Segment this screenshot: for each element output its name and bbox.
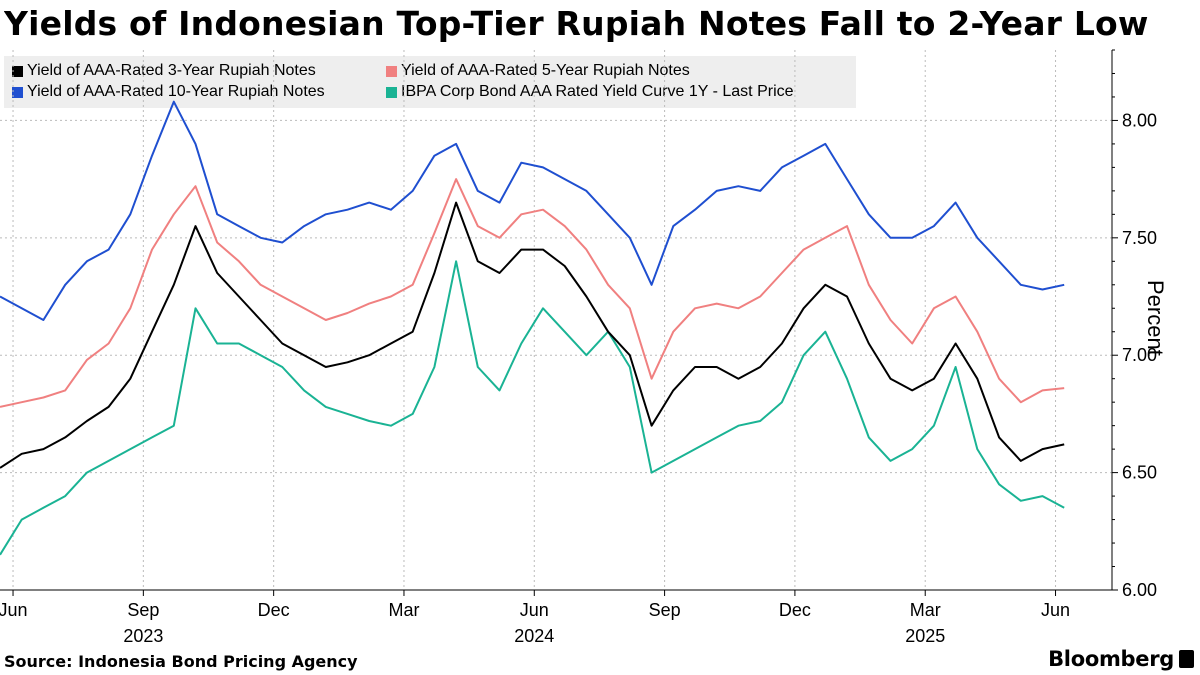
legend-item-ibpa: IBPA Corp Bond AAA Rated Yield Curve 1Y … — [386, 83, 794, 101]
chart-title: Yields of Indonesian Top-Tier Rupiah Not… — [4, 4, 1149, 43]
legend-label-5y: Yield of AAA-Rated 5-Year Rupiah Notes — [401, 62, 690, 79]
legend-swatch-5y — [386, 65, 397, 77]
legend-swatch-3y — [12, 65, 23, 77]
y-tick-label: 8.00 — [1122, 110, 1157, 130]
x-tick-label: Jun — [1041, 600, 1070, 620]
series-line-1 — [0, 178, 1065, 408]
legend-label-10y: Yield of AAA-Rated 10-Year Rupiah Notes — [27, 83, 325, 100]
series-line-2 — [0, 100, 1065, 321]
x-year-label: 2023 — [123, 626, 163, 646]
y-tick-label: 6.50 — [1122, 463, 1157, 483]
y-axis-label: Percent — [1143, 280, 1168, 356]
y-tick-label: 6.00 — [1122, 580, 1157, 600]
legend-label-3y: Yield of AAA-Rated 3-Year Rupiah Notes — [27, 62, 316, 79]
legend: Yield of AAA-Rated 3-Year Rupiah Notes Y… — [4, 56, 856, 108]
series-line-0 — [0, 201, 1065, 469]
legend-swatch-10y — [12, 86, 23, 98]
x-tick-label: Dec — [779, 600, 811, 620]
x-tick-label: Jun — [0, 600, 28, 620]
x-tick-label: Jun — [520, 600, 549, 620]
x-year-label: 2024 — [514, 626, 554, 646]
x-tick-label: Sep — [127, 600, 159, 620]
legend-item-10y: Yield of AAA-Rated 10-Year Rupiah Notes — [12, 83, 325, 101]
source-note: Source: Indonesia Bond Pricing Agency — [4, 652, 358, 671]
x-tick-label: Dec — [258, 600, 290, 620]
legend-item-5y: Yield of AAA-Rated 5-Year Rupiah Notes — [386, 62, 690, 80]
y-tick-label: 7.50 — [1122, 228, 1157, 248]
brand-logo-text: Bloomberg — [1048, 647, 1174, 671]
x-year-label: 2025 — [905, 626, 945, 646]
legend-item-3y: Yield of AAA-Rated 3-Year Rupiah Notes — [12, 62, 316, 80]
x-tick-label: Mar — [388, 600, 419, 620]
legend-swatch-ibpa — [386, 86, 397, 98]
bloomberg-icon — [1179, 650, 1194, 668]
x-tick-label: Sep — [649, 600, 681, 620]
series-line-3 — [0, 260, 1065, 556]
x-tick-label: Mar — [910, 600, 941, 620]
y-tick-label: 7.00 — [1122, 345, 1157, 365]
legend-label-ibpa: IBPA Corp Bond AAA Rated Yield Curve 1Y … — [401, 83, 794, 100]
